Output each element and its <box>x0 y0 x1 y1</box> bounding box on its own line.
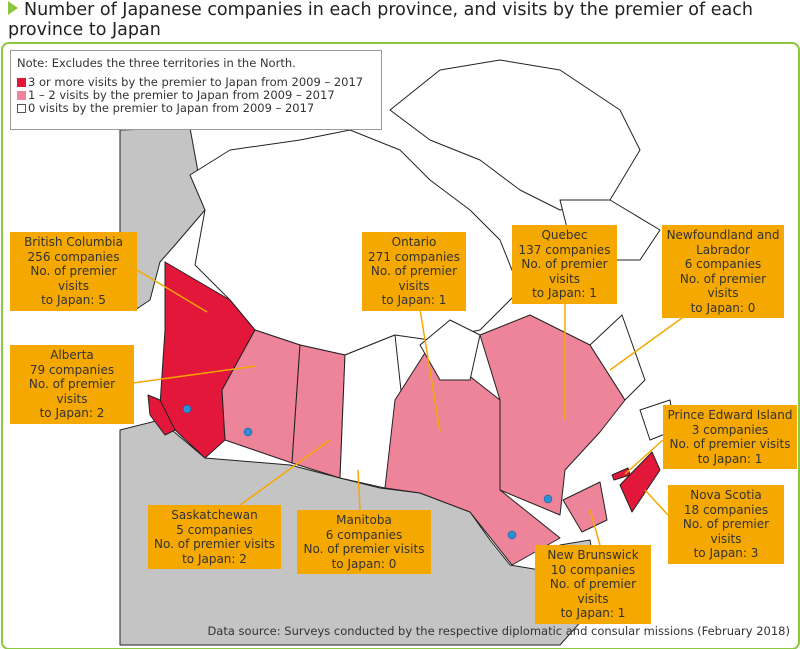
white-swatch-icon <box>17 104 26 113</box>
red-swatch-icon <box>17 78 26 87</box>
company-count: 6 companies <box>325 527 403 542</box>
hudson-bay <box>419 319 481 381</box>
pink-swatch-icon <box>17 91 26 100</box>
leader-pei <box>624 439 664 475</box>
visits-count: to Japan: 3 <box>693 546 759 560</box>
company-count: 137 companies <box>518 242 611 257</box>
visits-label: No. of premier visits <box>682 517 770 546</box>
city-dot-vancouver <box>182 404 192 414</box>
label-saskatchewan: Saskatchewan 5 companies No. of premier vi… <box>148 505 281 569</box>
company-count: 18 companies <box>683 502 769 517</box>
province-name: Prince Edward Island <box>667 408 793 422</box>
visits-label: No. of premier visits <box>303 542 425 556</box>
label-alberta: Alberta 79 companies No. of premier visits… <box>10 345 134 424</box>
visits-count: to Japan: 5 <box>41 293 106 307</box>
vancouver-island <box>147 394 176 436</box>
legend-item-1-2: 1 – 2 visits by the premier to Japan fro… <box>17 89 375 102</box>
legend: Note: Excludes the three territories in … <box>10 50 382 130</box>
visits-count: to Japan: 1 <box>381 293 447 307</box>
province-nova-scotia <box>619 451 661 513</box>
leader-nova-scotia <box>644 489 669 516</box>
leader-alberta <box>132 365 257 384</box>
legend-note: Note: Excludes the three territories in … <box>17 56 296 70</box>
legend-label: 0 visits by the premier to Japan from 20… <box>28 101 315 115</box>
province-name: Newfoundland and Labrador <box>666 228 780 257</box>
company-count: 5 companies <box>176 522 253 537</box>
leader-saskatchewan <box>239 439 331 506</box>
province-name: Quebec <box>541 228 588 242</box>
province-name: New Brunswick <box>547 548 639 562</box>
visits-count: to Japan: 2 <box>182 551 247 566</box>
province-name: Nova Scotia <box>690 488 762 502</box>
city-dot-calgary <box>243 427 253 437</box>
legend-label: 1 – 2 visits by the premier to Japan fro… <box>28 88 335 102</box>
triangle-bullet-icon <box>8 1 18 15</box>
leader-new-brunswick <box>589 509 601 546</box>
visits-label: No. of premier visits <box>370 264 458 293</box>
visits-count: to Japan: 2 <box>39 406 105 420</box>
province-name: Saskatchewan <box>171 508 258 522</box>
province-quebec <box>479 314 626 516</box>
data-source: Data source: Surveys conducted by the re… <box>207 624 790 638</box>
company-count: 79 companies <box>29 362 115 377</box>
label-quebec: Quebec 137 companies No. of premier visits… <box>512 225 617 304</box>
province-saskatchewan <box>291 344 346 479</box>
visits-label: No. of premier visits <box>679 271 767 301</box>
company-count: 256 companies <box>27 249 120 264</box>
visits-label: No. of premier visits <box>521 257 608 286</box>
province-pei <box>611 467 631 481</box>
visits-label: No. of premier visits <box>28 377 116 406</box>
company-count: 271 companies <box>368 249 460 264</box>
title-text: Number of Japanese companies in each pro… <box>8 0 753 40</box>
province-newfoundland-labrador <box>589 314 646 401</box>
company-count: 6 companies <box>684 257 762 271</box>
label-pei: Prince Edward Island 3 companies No. of pr… <box>663 405 797 469</box>
leader-ontario <box>417 296 441 433</box>
label-british-columbia: British Columbia 256 companies No. of prem… <box>10 232 137 311</box>
visits-count: to Japan: 1 <box>560 606 626 620</box>
visits-label: No. of premier visits <box>154 537 275 551</box>
company-count: 3 companies <box>691 422 769 437</box>
city-dot-montreal <box>543 494 553 504</box>
arctic-islands <box>389 59 641 211</box>
leader-bc <box>136 269 208 313</box>
province-new-brunswick <box>562 481 608 533</box>
visits-count: to Japan: 1 <box>532 286 597 300</box>
province-alberta <box>221 329 301 464</box>
visits-count: to Japan: 0 <box>331 556 397 571</box>
province-name: British Columbia <box>24 235 123 249</box>
label-nova-scotia: Nova Scotia 18 companies No. of premier vi… <box>668 485 784 564</box>
label-ontario: Ontario 271 companies No. of premier visit… <box>362 232 466 311</box>
visits-count: to Japan: 0 <box>690 300 756 315</box>
page-title: Number of Japanese companies in each pro… <box>8 0 798 40</box>
city-dot-toronto <box>507 530 517 540</box>
province-name: Ontario <box>391 235 437 249</box>
visits-label: No. of premier visits <box>549 577 637 606</box>
province-name: Alberta <box>50 348 94 362</box>
legend-item-3plus: 3 or more visits by the premier to Japan… <box>17 76 375 89</box>
company-count: 10 companies <box>550 562 636 577</box>
label-manitoba: Manitoba 6 companies No. of premier visits… <box>297 510 431 574</box>
visits-count: to Japan: 1 <box>697 451 763 466</box>
legend-item-0: 0 visits by the premier to Japan from 20… <box>17 102 375 115</box>
visits-label: No. of premier visits <box>669 437 791 451</box>
legend-label: 3 or more visits by the premier to Japan… <box>28 75 364 89</box>
visits-label: No. of premier visits <box>30 264 117 293</box>
province-name: Manitoba <box>336 513 392 527</box>
leader-manitoba <box>357 469 361 511</box>
label-newfoundland-labrador: Newfoundland and Labrador 6 companies No. … <box>662 225 784 318</box>
label-new-brunswick: New Brunswick 10 companies No. of premier … <box>535 545 651 624</box>
